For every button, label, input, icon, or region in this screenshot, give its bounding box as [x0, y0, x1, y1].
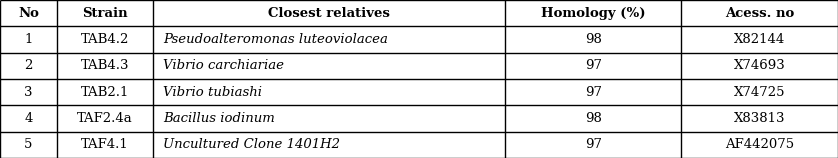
- Text: Vibrio carchiariae: Vibrio carchiariae: [163, 59, 284, 72]
- Text: Closest relatives: Closest relatives: [268, 7, 391, 20]
- Text: Uncultured Clone 1401H2: Uncultured Clone 1401H2: [163, 138, 340, 151]
- Text: X74725: X74725: [734, 86, 785, 99]
- Text: Homology (%): Homology (%): [541, 7, 645, 20]
- Text: 98: 98: [585, 112, 602, 125]
- Text: 97: 97: [585, 86, 602, 99]
- Text: Pseudoalteromonas luteoviolacea: Pseudoalteromonas luteoviolacea: [163, 33, 388, 46]
- Text: AF442075: AF442075: [725, 138, 794, 151]
- Text: X74693: X74693: [734, 59, 785, 72]
- Text: Vibrio tubiashi: Vibrio tubiashi: [163, 86, 262, 99]
- Text: Acess. no: Acess. no: [725, 7, 794, 20]
- Text: 5: 5: [24, 138, 33, 151]
- Text: No: No: [18, 7, 39, 20]
- Text: X83813: X83813: [734, 112, 785, 125]
- Text: X82144: X82144: [734, 33, 785, 46]
- Text: 4: 4: [24, 112, 33, 125]
- Text: 98: 98: [585, 33, 602, 46]
- Text: Bacillus iodinum: Bacillus iodinum: [163, 112, 276, 125]
- Text: TAB4.3: TAB4.3: [81, 59, 129, 72]
- Text: 97: 97: [585, 138, 602, 151]
- Text: 97: 97: [585, 59, 602, 72]
- Text: TAB4.2: TAB4.2: [81, 33, 129, 46]
- Text: TAF4.1: TAF4.1: [81, 138, 129, 151]
- Text: TAB2.1: TAB2.1: [81, 86, 129, 99]
- Text: 1: 1: [24, 33, 33, 46]
- Text: Strain: Strain: [82, 7, 128, 20]
- Text: 3: 3: [24, 86, 33, 99]
- Text: 2: 2: [24, 59, 33, 72]
- Text: TAF2.4a: TAF2.4a: [77, 112, 133, 125]
